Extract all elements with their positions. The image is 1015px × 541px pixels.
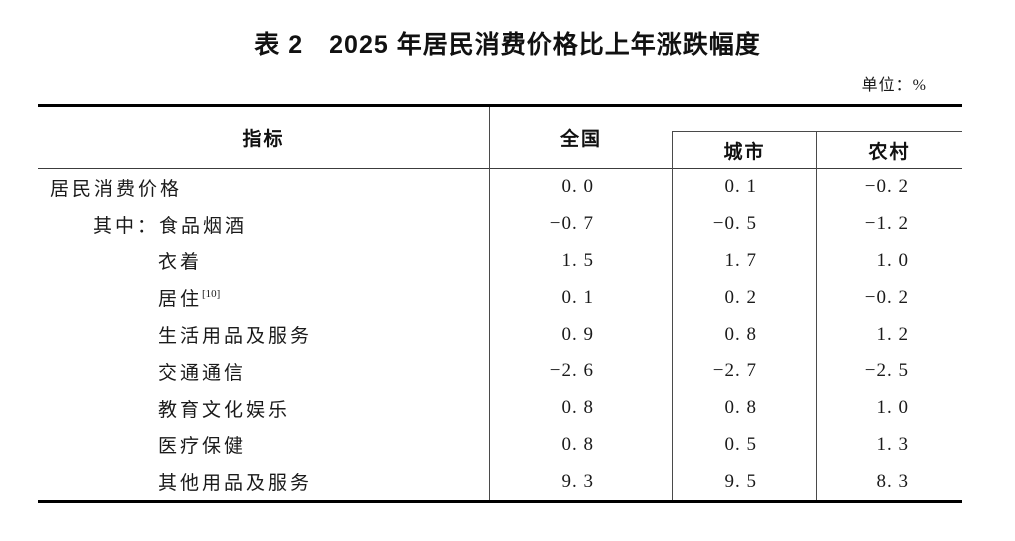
row-label: 交通通信 (38, 358, 490, 385)
table-row: 教育文化娱乐 0. 8 0. 8 1. 0 (38, 390, 962, 427)
value-national: 0. 9 (561, 323, 594, 345)
row-label: 医疗保健 (38, 431, 490, 458)
value-urban: 9. 5 (724, 470, 757, 492)
row-label-text: 居住 (158, 289, 203, 311)
value-national: 0. 8 (561, 433, 594, 455)
row-label-text: 衣着 (158, 252, 203, 274)
indicator-column-divider (489, 107, 490, 500)
value-rural: 8. 3 (876, 470, 909, 492)
table-row: 交通通信 −2. 6 −2. 7 −2. 5 (38, 353, 962, 390)
value-rural: 1. 0 (876, 249, 909, 271)
value-rural: 1. 0 (876, 397, 909, 419)
value-rural: −0. 2 (864, 176, 909, 198)
table-title: 表 2 2025 年居民消费价格比上年涨跌幅度 (254, 31, 761, 59)
value-urban: 0. 2 (724, 286, 757, 308)
value-rural: 1. 3 (876, 433, 909, 455)
table-top-rule (38, 104, 962, 107)
subheader-top-rule (672, 131, 962, 132)
table-bottom-rule (38, 500, 962, 503)
value-national: 9. 3 (561, 470, 594, 492)
value-urban: 1. 7 (724, 249, 757, 271)
table-row: 其中：食品烟酒 −0. 7 −0. 5 −1. 2 (38, 206, 962, 243)
value-urban: 0. 8 (724, 397, 757, 419)
row-label: 衣着 (38, 247, 490, 274)
row-label-text: 食品烟酒 (159, 215, 248, 237)
row-label-text: 其他用品及服务 (158, 473, 313, 495)
column-header-rural: 农村 (868, 141, 911, 163)
row-label-text: 教育文化娱乐 (158, 399, 291, 421)
value-national: 0. 0 (561, 176, 594, 198)
value-rural: −2. 5 (864, 360, 909, 382)
urban-column-divider (672, 131, 673, 500)
row-label-prefix: 其中： (93, 215, 160, 237)
value-urban: −2. 7 (712, 360, 757, 382)
unit-label: 单位：% (861, 77, 927, 94)
table-body: 居民消费价格 0. 0 0. 1 −0. 2 其中：食品烟酒 −0. 7 −0.… (38, 169, 962, 500)
table-row: 医疗保健 0. 8 0. 5 1. 3 (38, 426, 962, 463)
row-label: 生活用品及服务 (38, 321, 490, 348)
table-row: 衣着 1. 5 1. 7 1. 0 (38, 243, 962, 280)
value-national: 1. 5 (561, 249, 594, 271)
row-label: 其他用品及服务 (38, 468, 490, 495)
column-header-national: 全国 (559, 129, 602, 150)
row-label: 居住[10] (38, 284, 490, 311)
rural-column-divider (816, 131, 817, 500)
row-label-text: 交通通信 (158, 362, 247, 384)
row-label: 教育文化娱乐 (38, 395, 490, 422)
value-rural: 1. 2 (876, 323, 909, 345)
value-urban: 0. 1 (724, 176, 757, 198)
value-rural: −0. 2 (864, 286, 909, 308)
value-national: 0. 1 (561, 286, 594, 308)
column-header-indicator: 指标 (242, 129, 285, 150)
row-label-text: 居民消费价格 (50, 178, 183, 200)
row-label-text: 医疗保健 (158, 436, 247, 458)
table-row: 居住[10] 0. 1 0. 2 −0. 2 (38, 279, 962, 316)
cpi-table: 指标 全国 城市 农村 居民消费价格 0. 0 0. 1 −0. 2 其中：食品… (38, 104, 962, 503)
header-bottom-rule (38, 168, 962, 169)
row-label: 居民消费价格 (38, 174, 490, 201)
table-row: 生活用品及服务 0. 9 0. 8 1. 2 (38, 316, 962, 353)
row-label-text: 生活用品及服务 (158, 326, 313, 348)
row-label-footnote: [10] (202, 287, 221, 300)
value-national: 0. 8 (561, 397, 594, 419)
value-urban: −0. 5 (712, 213, 757, 235)
row-label: 其中：食品烟酒 (38, 211, 490, 238)
value-urban: 0. 5 (724, 433, 757, 455)
value-national: −0. 7 (549, 213, 594, 235)
table-row: 居民消费价格 0. 0 0. 1 −0. 2 (38, 169, 962, 206)
value-urban: 0. 8 (724, 323, 757, 345)
table-row: 其他用品及服务 9. 3 9. 5 8. 3 (38, 463, 962, 500)
column-header-urban: 城市 (723, 141, 766, 163)
value-rural: −1. 2 (864, 213, 909, 235)
value-national: −2. 6 (549, 360, 594, 382)
